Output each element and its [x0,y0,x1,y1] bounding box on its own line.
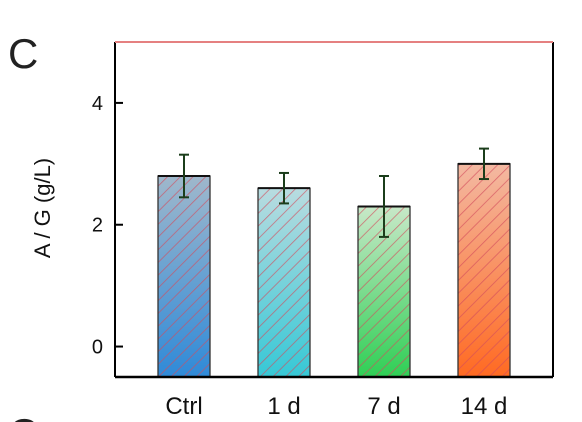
x-tick-label: 14 d [461,393,508,420]
bar-hatch [457,163,511,378]
x-tick-label: Ctrl [165,393,202,420]
panel-letter: C [8,30,38,77]
bars-group [157,162,511,378]
bar-hatch [257,187,311,378]
y-tick-label: 0 [92,337,103,359]
error-bars-group [179,147,489,238]
plot-frame [114,41,554,379]
x-tick-label: 7 d [367,393,400,420]
next-panel-letter: C [8,410,38,422]
x-tick-label: 1 d [267,393,300,420]
y-axis-title: A / G (g/L) [30,158,55,258]
y-tick-label: 2 [92,215,103,237]
x-labels-group: Ctrl 1 d 7 d 14 d [165,393,507,420]
y-tick-label: 4 [92,93,103,115]
y-ticks-group: 0 2 4 [92,93,123,359]
bar-hatch [157,175,211,378]
